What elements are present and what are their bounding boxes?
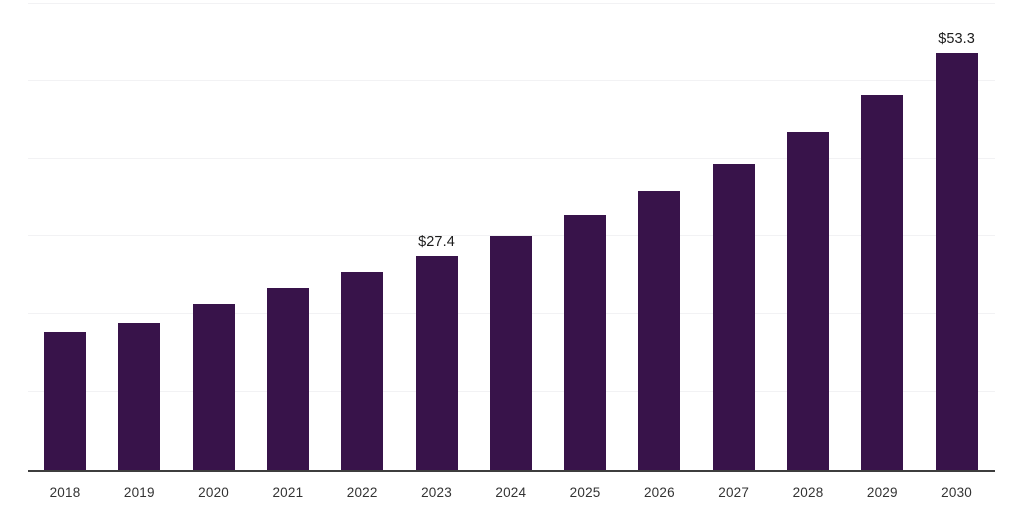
- x-axis-tick-label: 2018: [49, 485, 81, 500]
- x-axis-tick-label: 2022: [346, 485, 378, 500]
- x-axis-tick-label: 2028: [792, 485, 824, 500]
- x-axis-tick-label: 2024: [495, 485, 527, 500]
- bar[interactable]: [489, 236, 532, 470]
- bar-value-label: $53.3: [938, 31, 975, 48]
- x-axis-tick-label: 2029: [866, 485, 898, 500]
- bar[interactable]: [118, 323, 161, 470]
- bar[interactable]: [192, 303, 235, 470]
- gridline: [28, 80, 995, 81]
- bar[interactable]: [415, 255, 458, 470]
- bar[interactable]: [861, 94, 904, 470]
- bar[interactable]: [638, 191, 681, 470]
- gridline: [28, 158, 995, 159]
- bar[interactable]: [564, 215, 607, 470]
- bar[interactable]: [935, 53, 978, 470]
- gridline: [28, 3, 995, 4]
- x-axis-tick-label: 2019: [123, 485, 155, 500]
- x-axis-tick-label: 2021: [272, 485, 304, 500]
- bar[interactable]: [787, 131, 829, 470]
- bar[interactable]: [266, 287, 309, 470]
- x-axis-tick-label: 2025: [569, 485, 601, 500]
- x-axis-tick-label: 2026: [643, 485, 675, 500]
- x-axis-tick-label: 2023: [421, 485, 452, 500]
- bar[interactable]: [712, 163, 755, 470]
- bar[interactable]: [44, 331, 86, 470]
- bar[interactable]: [341, 271, 384, 470]
- x-axis-tick-label: 2030: [941, 485, 973, 500]
- x-axis-tick-label: 2027: [718, 485, 750, 500]
- x-axis-line: [28, 470, 995, 472]
- gridline: [28, 235, 995, 236]
- x-axis-tick-label: 2020: [198, 485, 230, 500]
- bar-value-label: $27.4: [418, 233, 455, 250]
